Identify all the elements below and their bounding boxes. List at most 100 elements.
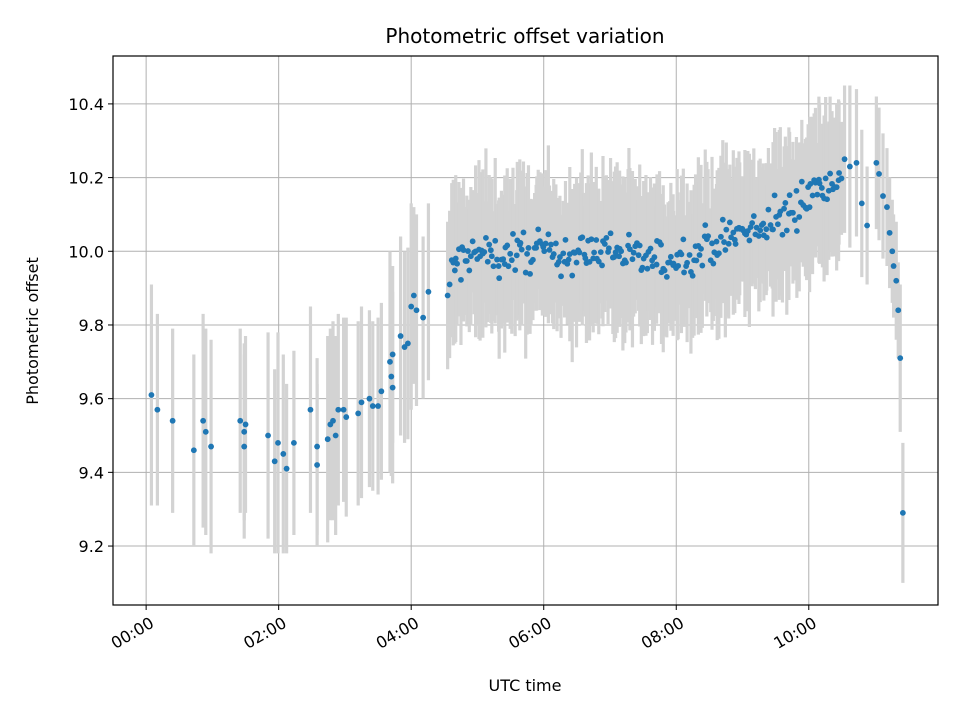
y-axis-title: Photometric offset [23,257,42,405]
data-point [721,239,727,245]
data-point [202,428,209,435]
data-point [726,219,733,226]
data-point [241,428,248,435]
data-point [667,253,674,260]
data-point [154,406,161,413]
data-point [884,204,890,210]
data-point [200,417,207,424]
data-point [314,462,320,468]
data-point [599,262,605,269]
data-point [786,192,793,199]
data-point [611,254,618,260]
data-point [494,256,500,263]
data-point [388,373,395,380]
data-point [558,273,564,280]
data-point [291,439,297,446]
data-point [369,403,376,409]
data-point [525,245,532,251]
data-point [314,443,320,450]
data-point [709,240,715,247]
data-point [454,260,461,267]
data-point [512,267,519,274]
data-point [713,238,720,245]
data-point [562,236,569,243]
data-point [601,241,608,247]
data-point [358,399,365,406]
data-point [680,236,687,243]
data-point [897,355,904,362]
data-point [548,241,554,248]
data-point [846,163,853,170]
data-point [710,260,717,267]
data-point [588,236,595,243]
data-point [241,443,248,450]
data-point [675,262,682,269]
data-point [389,351,396,358]
data-point [765,206,772,213]
data-point [616,253,622,260]
data-point [452,255,459,262]
data-point [760,220,767,227]
data-point [467,253,474,260]
data-point [715,250,722,257]
data-point [807,181,814,187]
data-point [550,251,557,257]
data-point [763,226,770,233]
data-point [492,237,499,244]
y-tick-label: 9.4 [79,463,104,482]
data-point [484,258,491,265]
data-point [723,226,730,233]
data-point [663,274,670,280]
y-tick-label: 10.0 [68,242,104,261]
data-point [535,226,542,233]
x-axis-title: UTC time [489,676,562,695]
data-point [446,281,453,288]
data-point [705,233,712,240]
data-point [732,241,739,247]
data-point [533,244,540,251]
data-point [579,234,586,241]
data-point [237,417,244,424]
data-point [378,388,385,395]
data-point [750,213,757,219]
data-point [307,406,314,413]
data-point [698,245,704,252]
data-point [507,250,514,257]
data-point [271,458,278,465]
data-point [505,263,512,270]
data-point [607,230,614,237]
data-point [397,333,404,339]
data-point [686,252,693,258]
data-point [586,258,593,265]
data-point [779,231,786,238]
data-point [595,258,602,265]
data-point [463,258,470,264]
data-point [763,234,770,241]
data-point [330,417,336,424]
data-point [420,314,427,321]
data-point [822,175,829,182]
data-point [623,259,629,266]
data-point [355,410,362,417]
data-point [500,256,507,263]
data-point [324,436,331,443]
data-point [508,257,515,264]
data-point [899,509,906,516]
data-point [404,340,411,347]
data-point [546,247,553,253]
data-point [639,264,646,271]
data-point [517,240,524,246]
data-point [169,417,176,424]
data-point [469,238,476,245]
data-point [576,249,583,256]
data-point [573,259,580,266]
data-point [790,209,796,216]
data-point [486,241,493,248]
data-point [893,277,900,284]
data-point [627,246,633,253]
data-point [644,265,651,272]
data-point [340,406,347,413]
data-point [283,465,290,472]
data-point [387,358,393,365]
data-point [208,443,214,450]
